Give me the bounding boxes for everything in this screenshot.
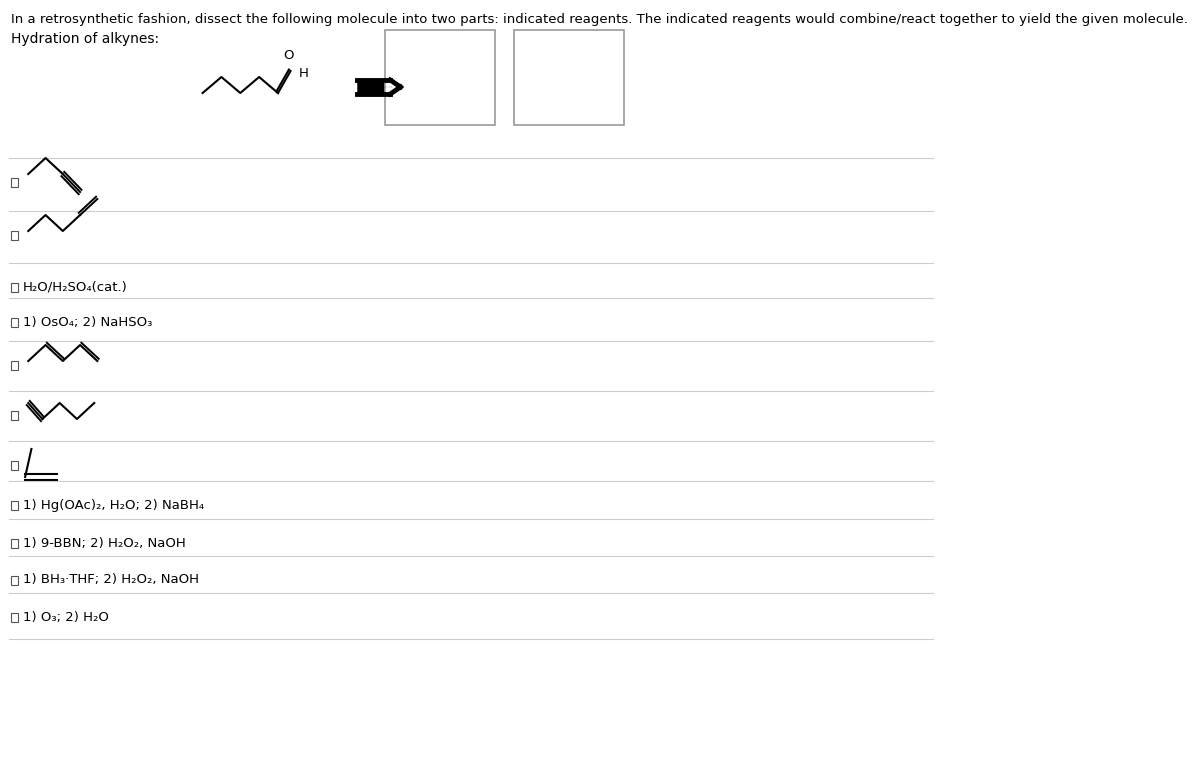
Text: H: H [299, 67, 308, 80]
Bar [515, 30, 624, 125]
Text: Hydration of alkynes:: Hydration of alkynes: [11, 32, 160, 46]
Text: O: O [283, 49, 294, 62]
Text: 1) BH₃·THF; 2) H₂O₂, NaOH: 1) BH₃·THF; 2) H₂O₂, NaOH [23, 574, 199, 587]
Text: 1) 9-BBN; 2) H₂O₂, NaOH: 1) 9-BBN; 2) H₂O₂, NaOH [23, 536, 186, 549]
Text: In a retrosynthetic fashion, dissect the following molecule into two parts: indi: In a retrosynthetic fashion, dissect the… [11, 13, 1188, 26]
Bar [11, 282, 18, 291]
Bar [11, 230, 18, 239]
Bar [11, 177, 18, 187]
Polygon shape [358, 80, 401, 94]
Bar [11, 411, 18, 419]
Text: 1) OsO₄; 2) NaHSO₃: 1) OsO₄; 2) NaHSO₃ [23, 315, 152, 328]
Bar [11, 360, 18, 369]
Bar [11, 539, 18, 548]
Text: H₂O/H₂SO₄(cat.): H₂O/H₂SO₄(cat.) [23, 281, 127, 294]
Bar [11, 500, 18, 509]
Bar [11, 317, 18, 327]
Text: 1) Hg(OAc)₂, H₂O; 2) NaBH₄: 1) Hg(OAc)₂, H₂O; 2) NaBH₄ [23, 499, 204, 512]
Bar [385, 30, 494, 125]
Bar [11, 461, 18, 470]
Bar [11, 575, 18, 584]
Text: 1) O₃; 2) H₂O: 1) O₃; 2) H₂O [23, 610, 109, 623]
Bar [11, 613, 18, 621]
